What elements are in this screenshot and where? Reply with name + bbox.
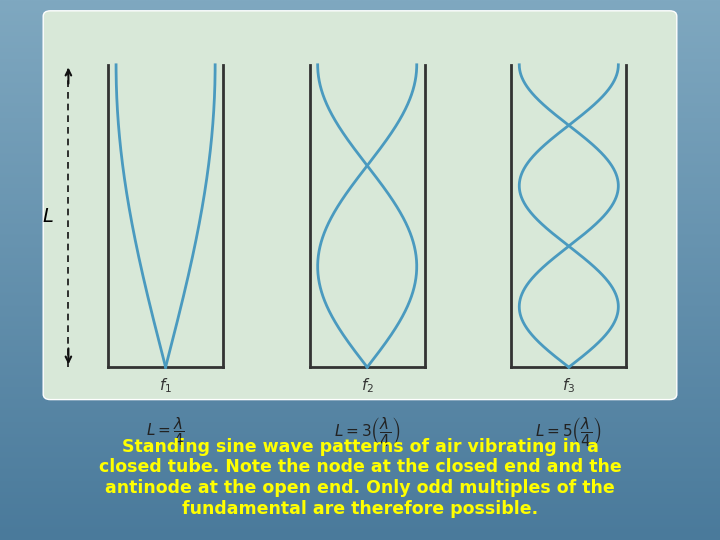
- FancyBboxPatch shape: [43, 11, 677, 400]
- Text: $L = 5\left(\dfrac{\lambda}{4}\right)$: $L = 5\left(\dfrac{\lambda}{4}\right)$: [536, 415, 602, 449]
- Text: $L = 3\left(\dfrac{\lambda}{4}\right)$: $L = 3\left(\dfrac{\lambda}{4}\right)$: [334, 415, 400, 449]
- Text: $L$: $L$: [42, 206, 54, 226]
- Text: $f_1$: $f_1$: [159, 377, 172, 395]
- Text: $f_3$: $f_3$: [562, 377, 575, 395]
- Text: Standing sine wave patterns of air vibrating in a
closed tube. Note the node at : Standing sine wave patterns of air vibra…: [99, 438, 621, 518]
- Text: $f_2$: $f_2$: [361, 377, 374, 395]
- Text: $L = \dfrac{\lambda}{4}$: $L = \dfrac{\lambda}{4}$: [146, 416, 185, 448]
